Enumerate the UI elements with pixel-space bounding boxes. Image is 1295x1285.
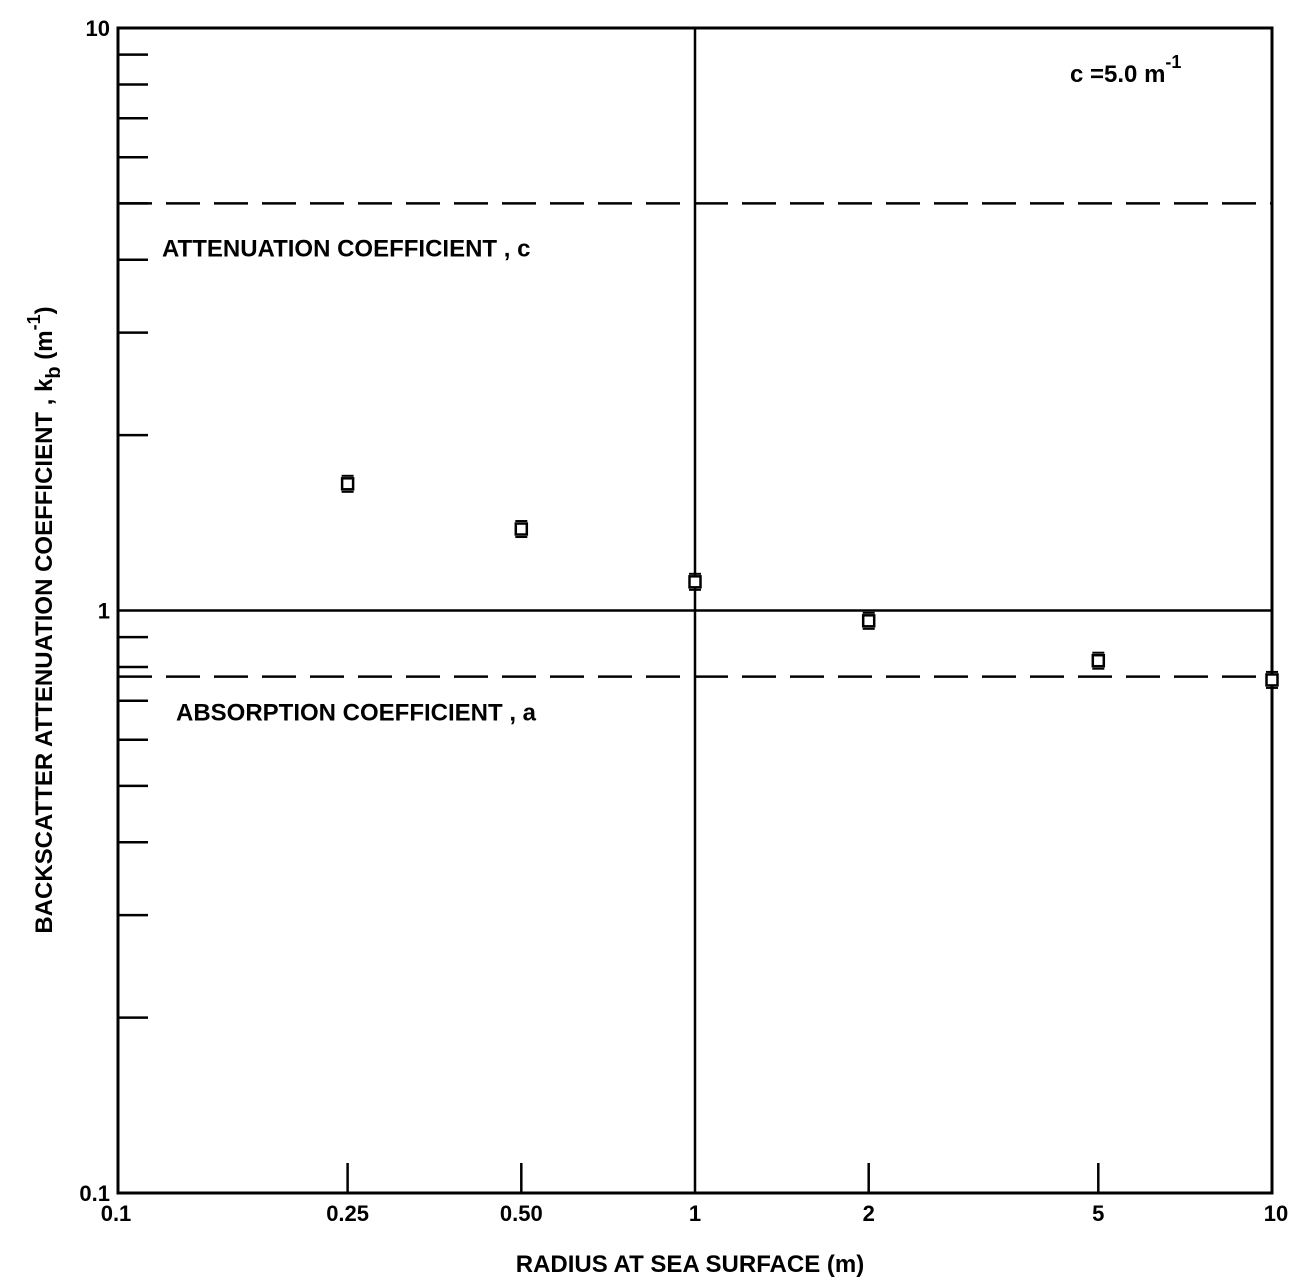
- data-point-marker: [861, 614, 876, 628]
- data-point: [340, 474, 355, 493]
- y-axis-title-unit-close: ): [31, 306, 58, 314]
- data-point-marker: [514, 522, 529, 536]
- data-point: [514, 520, 529, 539]
- x-tick-label: 10: [1264, 1201, 1288, 1226]
- c-value-annotation: c =5.0 m-1: [1070, 52, 1181, 88]
- data-point: [1091, 651, 1106, 670]
- y-axis-title-main: BACKSCATTER ATTENUATION COEFFICIENT , k: [31, 378, 58, 934]
- data-point: [688, 572, 702, 591]
- x-axis-title: RADIUS AT SEA SURFACE (m): [516, 1251, 864, 1278]
- y-axis-title-unit: (m: [31, 330, 58, 366]
- reference-line-label-attenuation: ATTENUATION COEFFICIENT , c: [162, 235, 530, 262]
- c-value-main: c =5.0 m: [1070, 61, 1165, 88]
- y-axis-title-exponent: -1: [24, 314, 44, 330]
- reference-line-labels: ATTENUATION COEFFICIENT , c ABSORPTION CO…: [162, 235, 537, 726]
- axis-ticks: [118, 53, 1100, 1193]
- x-tick-label: 1: [689, 1201, 701, 1226]
- data-point-marker: [1265, 673, 1279, 687]
- data-point: [1265, 670, 1279, 689]
- x-tick-label: 0.25: [326, 1201, 369, 1226]
- x-tick-label: 0.1: [101, 1201, 132, 1226]
- data-points: [340, 474, 1279, 689]
- reference-line-label-absorption: ABSORPTION COEFFICIENT , a: [176, 700, 537, 727]
- reference-lines: [118, 202, 1272, 678]
- grid-lines: [118, 28, 1272, 1193]
- y-tick-label: 0.1: [79, 1181, 110, 1206]
- y-tick-labels: 10 1 0.1: [79, 16, 110, 1206]
- plot-frame: [116, 26, 1274, 1195]
- data-point-marker: [688, 575, 702, 589]
- y-tick-label: 10: [86, 16, 110, 41]
- y-tick-label: 1: [98, 599, 110, 624]
- y-axis-title-subscript: b: [43, 366, 65, 378]
- x-tick-label: 5: [1092, 1201, 1104, 1226]
- c-value-exponent: -1: [1165, 52, 1181, 72]
- x-tick-labels: 0.1 0.25 0.50 1 2 5 10: [101, 1201, 1289, 1226]
- x-tick-label: 0.50: [500, 1201, 543, 1226]
- y-axis-title: BACKSCATTER ATTENUATION COEFFICIENT , kb…: [24, 306, 65, 933]
- data-point: [861, 611, 876, 630]
- data-point-marker: [340, 477, 355, 491]
- x-tick-label: 2: [863, 1201, 875, 1226]
- data-point-marker: [1091, 653, 1106, 668]
